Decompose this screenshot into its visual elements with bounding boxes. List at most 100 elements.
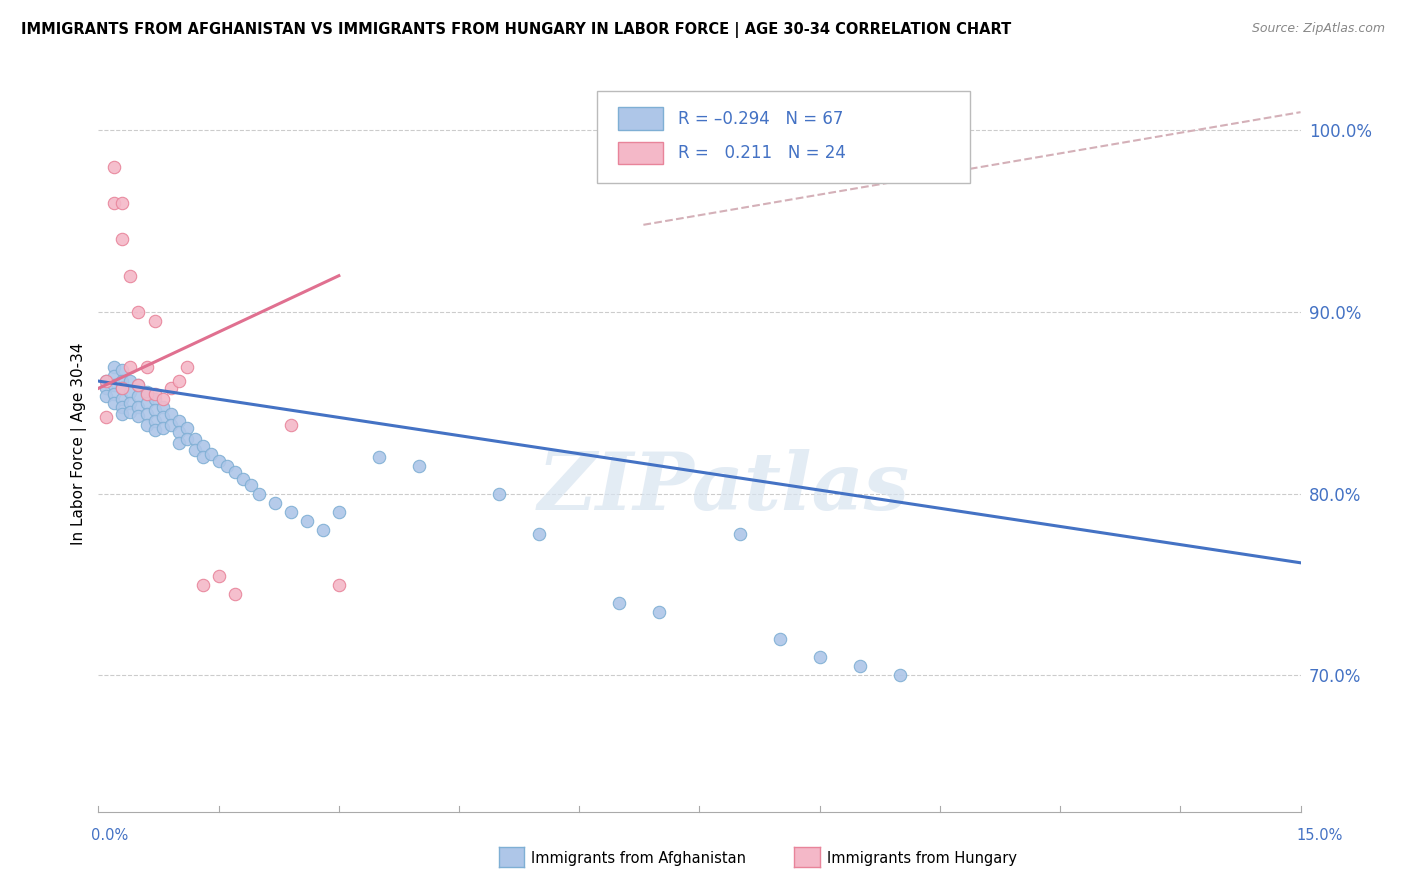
Point <box>312 523 335 537</box>
Point <box>152 400 174 414</box>
Point <box>143 403 166 417</box>
Point <box>295 514 318 528</box>
Point <box>96 381 118 395</box>
Point <box>128 377 150 392</box>
Point <box>111 400 134 414</box>
Point <box>128 409 150 423</box>
Point <box>167 435 190 450</box>
Point <box>111 381 134 395</box>
Point <box>159 381 181 395</box>
Point <box>143 414 166 428</box>
Text: ZIPatlas: ZIPatlas <box>537 450 910 526</box>
Point <box>103 377 125 392</box>
Point <box>159 417 181 432</box>
Point <box>111 232 134 246</box>
Point <box>128 305 150 319</box>
Point <box>143 386 166 401</box>
Point <box>120 405 142 419</box>
Point <box>103 386 125 401</box>
Point <box>159 407 181 421</box>
Point <box>224 465 246 479</box>
Text: Immigrants from Hungary: Immigrants from Hungary <box>827 851 1017 865</box>
Point <box>103 359 125 374</box>
Point <box>263 496 285 510</box>
Point <box>239 477 262 491</box>
Point <box>143 423 166 437</box>
Point <box>96 410 118 425</box>
Y-axis label: In Labor Force | Age 30-34: In Labor Force | Age 30-34 <box>72 343 87 545</box>
Point <box>111 196 134 211</box>
Point <box>529 526 551 541</box>
Point <box>728 526 751 541</box>
Point <box>111 392 134 407</box>
Point <box>120 384 142 399</box>
Point <box>152 421 174 435</box>
Point <box>111 407 134 421</box>
FancyBboxPatch shape <box>617 107 664 129</box>
Point <box>183 432 205 446</box>
Point <box>328 577 350 591</box>
Point <box>167 374 190 388</box>
Point <box>120 396 142 410</box>
Point <box>120 268 142 283</box>
Point <box>247 487 270 501</box>
Point <box>103 396 125 410</box>
Point <box>152 410 174 425</box>
Point <box>176 359 198 374</box>
Point <box>648 605 671 619</box>
Text: 0.0%: 0.0% <box>91 829 128 843</box>
Point <box>128 377 150 392</box>
Point <box>111 381 134 395</box>
Point <box>135 407 157 421</box>
Point <box>280 505 302 519</box>
Point <box>135 384 157 399</box>
Point <box>609 596 631 610</box>
Point <box>135 359 157 374</box>
Point <box>135 417 157 432</box>
Point <box>111 374 134 388</box>
Point <box>849 659 872 673</box>
Point <box>96 374 118 388</box>
Point <box>135 396 157 410</box>
Text: R =   0.211   N = 24: R = 0.211 N = 24 <box>678 145 846 162</box>
Point <box>152 392 174 407</box>
Text: 15.0%: 15.0% <box>1296 829 1343 843</box>
Point <box>176 432 198 446</box>
Point <box>128 400 150 414</box>
Point <box>232 472 254 486</box>
FancyBboxPatch shape <box>617 142 664 164</box>
Text: Immigrants from Afghanistan: Immigrants from Afghanistan <box>531 851 747 865</box>
Point <box>176 421 198 435</box>
Point <box>183 443 205 458</box>
Point <box>167 414 190 428</box>
Point <box>135 386 157 401</box>
Point <box>143 392 166 407</box>
Point <box>143 314 166 328</box>
FancyBboxPatch shape <box>598 90 970 183</box>
Point <box>889 668 911 682</box>
Text: IMMIGRANTS FROM AFGHANISTAN VS IMMIGRANTS FROM HUNGARY IN LABOR FORCE | AGE 30-3: IMMIGRANTS FROM AFGHANISTAN VS IMMIGRANT… <box>21 22 1011 38</box>
Point <box>96 374 118 388</box>
Point <box>128 389 150 403</box>
Point <box>120 374 142 388</box>
Point <box>103 196 125 211</box>
Point <box>328 505 350 519</box>
Point <box>280 417 302 432</box>
Point <box>120 359 142 374</box>
Point <box>768 632 790 646</box>
Point <box>215 459 238 474</box>
Point <box>368 450 391 465</box>
Point <box>224 587 246 601</box>
Point <box>191 440 214 454</box>
Point <box>208 568 231 582</box>
Point <box>208 454 231 468</box>
Point <box>111 363 134 377</box>
Point <box>96 389 118 403</box>
Point <box>191 450 214 465</box>
Point <box>191 577 214 591</box>
Text: Source: ZipAtlas.com: Source: ZipAtlas.com <box>1251 22 1385 36</box>
Point <box>808 650 831 665</box>
Point <box>408 459 430 474</box>
Point <box>488 487 510 501</box>
Point <box>103 368 125 383</box>
